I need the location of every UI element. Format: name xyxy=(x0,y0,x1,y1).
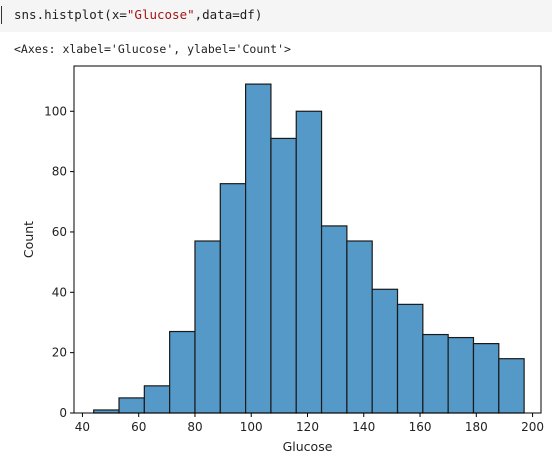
code-line[interactable]: sns.histplot(x="Glucose",data=df) xyxy=(14,7,262,22)
cell-gutter-bar xyxy=(1,6,2,24)
x-axis-label: Glucose xyxy=(283,439,333,454)
x-tick-label: 60 xyxy=(131,420,146,434)
y-tick-label: 60 xyxy=(52,225,67,239)
code-cell[interactable]: sns.histplot(x="Glucose",data=df) xyxy=(0,0,552,32)
histogram-bar xyxy=(346,240,373,414)
histogram-bar xyxy=(422,333,449,414)
histogram-bar xyxy=(447,336,475,414)
histogram-bar xyxy=(219,183,247,414)
code-prefix: sns.histplot(x= xyxy=(14,7,127,22)
code-string-token: "Glucose" xyxy=(126,7,195,22)
code-suffix: ,data=df) xyxy=(194,7,263,22)
y-tick-label: 20 xyxy=(52,346,67,360)
x-tick-label: 160 xyxy=(409,420,432,434)
histogram-bar xyxy=(320,225,348,414)
histogram-bar xyxy=(143,385,171,414)
x-tick-label: 180 xyxy=(465,420,488,434)
histogram-bar xyxy=(396,303,424,414)
x-tick-label: 120 xyxy=(296,420,319,434)
y-tick-label: 0 xyxy=(59,406,67,420)
histogram-bar xyxy=(472,343,500,414)
histogram-bar xyxy=(270,137,297,414)
y-tick-label: 80 xyxy=(52,165,67,179)
histogram-bar xyxy=(169,330,196,414)
y-tick-label: 100 xyxy=(44,104,67,118)
x-tick-label: 200 xyxy=(521,420,544,434)
x-tick-label: 140 xyxy=(352,420,375,434)
output-repr: <Axes: xlabel='Glucose', ylabel='Count'> xyxy=(14,42,291,56)
x-tick-label: 40 xyxy=(75,420,90,434)
histogram-bar xyxy=(245,83,272,414)
x-tick-label: 80 xyxy=(187,420,202,434)
y-axis-label: Count xyxy=(21,221,36,258)
x-tick-label: 100 xyxy=(240,420,263,434)
histogram-bar xyxy=(371,288,399,414)
histogram-bar xyxy=(498,358,525,414)
y-tick-label: 40 xyxy=(52,285,67,299)
histogram-bar xyxy=(194,240,221,414)
histogram-bar xyxy=(118,397,145,414)
histogram-bar xyxy=(295,110,323,414)
